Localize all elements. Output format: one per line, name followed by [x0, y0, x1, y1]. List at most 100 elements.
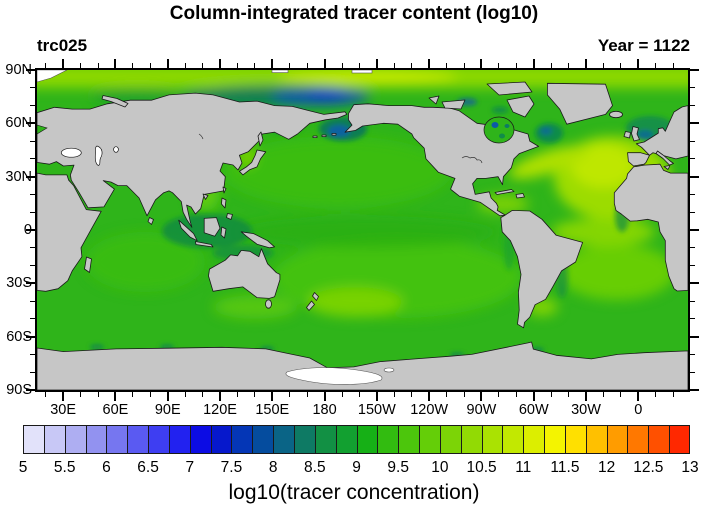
lon-tick-label: 90W: [466, 402, 497, 418]
major-tick: [166, 58, 169, 68]
great-lakes-outline: [461, 155, 482, 163]
minor-tick: [620, 392, 622, 398]
colorbar-tick-label: 9: [352, 459, 361, 476]
minor-tick: [568, 392, 570, 398]
minor-tick: [184, 62, 186, 68]
colorbar-tick-label: 10: [431, 459, 449, 476]
colorbar-tick-label: 12.5: [633, 459, 664, 476]
major-tick: [219, 392, 221, 402]
major-tick: [690, 282, 700, 285]
colorbar-cell: [168, 425, 190, 454]
colorbar-tick-label: 11.5: [550, 459, 580, 476]
major-tick: [62, 392, 65, 402]
minor-tick: [132, 62, 134, 68]
colorbar-tick-label: 7: [185, 459, 195, 476]
major-tick: [25, 69, 35, 71]
minor-tick: [149, 62, 151, 68]
minor-tick: [29, 300, 35, 302]
minor-tick: [690, 211, 696, 213]
lon-tick-label: 30E: [50, 402, 77, 418]
landmass-sakhalin: [257, 131, 264, 147]
lon-tick-label: 120W: [410, 402, 449, 418]
landmass-banks-island: [428, 95, 440, 105]
landmass-eurasia: [36, 92, 347, 228]
colorbar-cell: [64, 425, 86, 454]
landmass-japan: [238, 149, 266, 175]
landmass-sicily: [663, 164, 671, 170]
colorbar-cell: [460, 425, 482, 454]
landmass-iberia: [626, 151, 650, 167]
minor-tick: [411, 392, 413, 398]
major-tick: [25, 229, 35, 231]
landmass-cuba: [494, 188, 515, 195]
colorbar-cell: [127, 425, 149, 454]
minor-tick: [97, 392, 99, 398]
minor-tick: [236, 392, 238, 398]
landmass-nz-south: [305, 300, 315, 311]
colorbar-cell: [314, 425, 336, 454]
minor-tick: [690, 265, 696, 267]
colorbar-cell: [356, 425, 378, 454]
colorbar-tick-label: 11: [515, 459, 532, 476]
minor-tick: [672, 62, 674, 68]
minor-tick: [29, 371, 35, 373]
major-tick: [690, 69, 700, 71]
minor-tick: [498, 62, 500, 68]
landmass-tasmania: [264, 299, 272, 309]
lat-tick-label: 30N: [5, 168, 32, 185]
minor-tick: [254, 62, 256, 68]
minor-tick: [45, 62, 47, 68]
colorbar-cell: [544, 425, 565, 454]
colorbar-caption: log10(tracer concentration): [228, 481, 480, 504]
minor-tick: [45, 392, 47, 398]
minor-tick: [568, 62, 570, 68]
hudson-bay-overlay: [483, 116, 514, 143]
lat-tick-label: 90N: [5, 62, 32, 78]
colorbar-cell: [335, 425, 357, 454]
minor-tick: [29, 158, 35, 160]
minor-tick: [602, 62, 604, 68]
major-tick: [480, 392, 483, 402]
lon-tick-label: 30W: [571, 402, 601, 418]
minor-tick: [29, 193, 35, 195]
colorbar-cell: [293, 425, 315, 454]
landmass-sulawesi: [220, 226, 227, 239]
minor-tick: [29, 211, 35, 213]
colorbar-cell: [231, 425, 253, 454]
colorbar-cell: [189, 425, 211, 454]
major-tick: [428, 58, 431, 68]
major-tick: [25, 389, 35, 391]
colorbar-tick-label: 13: [681, 459, 699, 476]
colorbar-tick-label: 10.5: [466, 459, 497, 476]
colorbar-tick-label: 8: [268, 459, 278, 476]
landmass-africa-east: [36, 172, 102, 292]
colorbar-cell: [502, 425, 524, 454]
colorbar-cell: [398, 425, 420, 454]
major-tick: [480, 58, 483, 68]
baltic-sea: [36, 124, 48, 134]
minor-tick: [29, 353, 35, 355]
polar-white-wedge: [36, 69, 67, 82]
major-tick: [690, 122, 700, 125]
minor-tick: [690, 158, 696, 160]
landmass-antarctica: [36, 341, 688, 390]
landmass-hainan: [202, 193, 209, 200]
landmass-ireland: [623, 130, 631, 139]
polar-white-strip-2: [351, 69, 372, 73]
colorbar-cell: [377, 425, 399, 454]
lat-tick-label: 0: [23, 222, 32, 238]
lakes-layer: [60, 145, 119, 166]
lake-outlines: [198, 133, 482, 163]
major-tick: [166, 392, 169, 402]
polar-white-strip-1: [271, 69, 288, 73]
lat-tick-label: 60N: [5, 115, 32, 132]
colorbar-cell: [627, 425, 649, 454]
minor-tick: [393, 392, 395, 398]
colorbar-cell: [523, 425, 545, 454]
colorbar-cell: [419, 425, 440, 454]
landmass-australia: [207, 247, 280, 299]
minor-tick: [620, 62, 622, 68]
aral-sea: [112, 145, 119, 153]
landmass-nz-north: [311, 291, 319, 301]
major-tick: [690, 229, 700, 231]
